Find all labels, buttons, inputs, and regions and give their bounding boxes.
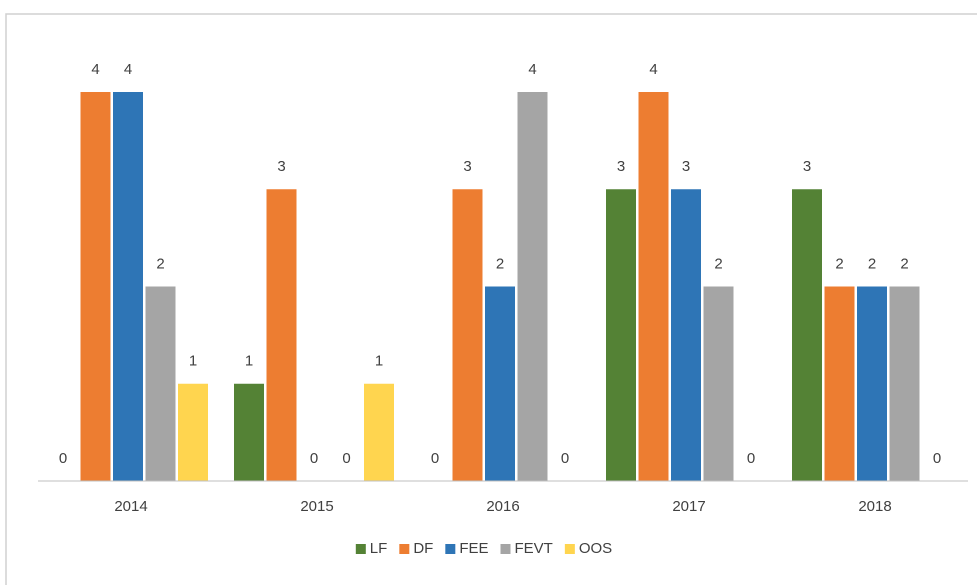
- bar: [145, 286, 176, 481]
- legend-marker: [355, 544, 366, 554]
- data-label: 2: [900, 255, 908, 272]
- data-label: 1: [375, 353, 383, 370]
- data-label: 2: [496, 255, 504, 272]
- bar: [703, 286, 734, 481]
- data-label: 1: [189, 353, 197, 370]
- legend-label: DF: [413, 540, 433, 557]
- bar: [824, 286, 855, 481]
- data-label: 0: [342, 450, 350, 467]
- x-tick-label: 2017: [672, 498, 705, 515]
- data-label: 4: [91, 61, 99, 78]
- data-label: 3: [803, 158, 811, 175]
- bar: [606, 189, 636, 481]
- legend-marker: [500, 544, 511, 554]
- data-label: 0: [561, 450, 569, 467]
- data-label: 2: [868, 255, 876, 272]
- chart-frame: [5, 13, 977, 585]
- bar: [857, 286, 887, 481]
- x-tick-label: 2015: [300, 498, 333, 515]
- legend-marker: [399, 544, 410, 554]
- legend-marker: [445, 544, 456, 554]
- data-label: 3: [463, 158, 471, 175]
- bar: [452, 189, 483, 481]
- data-label: 0: [59, 450, 67, 467]
- data-label: 1: [245, 353, 253, 370]
- bar: [638, 92, 669, 481]
- legend-label: LF: [370, 540, 388, 557]
- bar: [889, 286, 920, 481]
- data-label: 2: [156, 255, 164, 272]
- bar: [485, 286, 515, 481]
- x-tick-label: 2018: [858, 498, 891, 515]
- data-label: 4: [124, 61, 132, 78]
- bar: [792, 189, 822, 481]
- data-label: 0: [310, 450, 318, 467]
- data-label: 4: [649, 61, 657, 78]
- data-label: 0: [933, 450, 941, 467]
- bar: [80, 92, 111, 481]
- data-label: 3: [617, 158, 625, 175]
- data-label: 0: [431, 450, 439, 467]
- legend-label: FEVT: [515, 540, 553, 557]
- data-label: 0: [747, 450, 755, 467]
- bar: [671, 189, 701, 481]
- data-label: 3: [682, 158, 690, 175]
- bar: [364, 383, 394, 481]
- data-label: 4: [528, 61, 536, 78]
- data-label: 2: [714, 255, 722, 272]
- bar: [113, 92, 143, 481]
- data-label: 2: [835, 255, 843, 272]
- bar: [178, 383, 208, 481]
- x-tick-label: 2016: [486, 498, 519, 515]
- bar: [266, 189, 297, 481]
- x-tick-label: 2014: [114, 498, 147, 515]
- legend-marker: [564, 544, 575, 554]
- data-label: 3: [277, 158, 285, 175]
- bar: [517, 92, 548, 481]
- legend-label: FEE: [459, 540, 488, 557]
- legend-label: OOS: [579, 540, 612, 557]
- bar: [234, 383, 264, 481]
